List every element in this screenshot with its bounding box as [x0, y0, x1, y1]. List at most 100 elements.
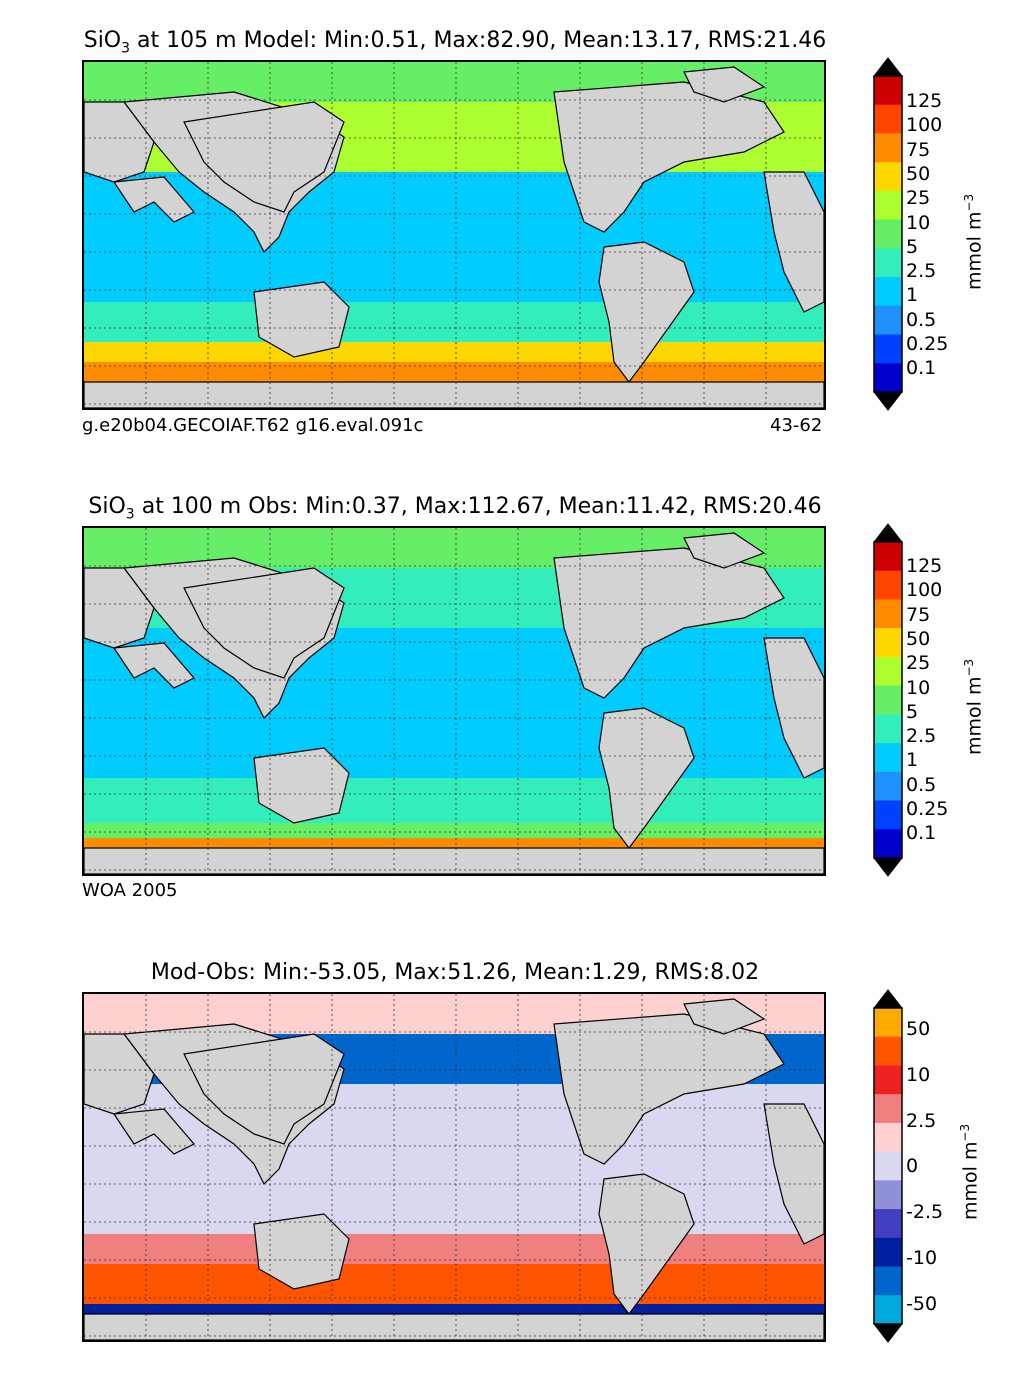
- panel-3-unit-text: mmol m: [959, 1141, 982, 1220]
- land-mass: [84, 567, 155, 649]
- colorbar-tick-label: 75: [906, 138, 931, 161]
- colorbar-segment: [874, 219, 902, 249]
- colorbar-segment: [874, 1122, 902, 1153]
- colorbar-segment: [874, 248, 902, 278]
- colorbar-tick-label: 0.5: [906, 308, 937, 331]
- colorbar-segment: [874, 190, 902, 221]
- colorbar-segment: [874, 771, 902, 802]
- colorbar-segment: [874, 133, 902, 163]
- colorbar-segment: [874, 1180, 902, 1210]
- colorbar-segment: [874, 743, 902, 773]
- colorbar-min-arrow: [872, 857, 904, 877]
- colorbar-max-arrow: [872, 57, 904, 77]
- colorbar-segment: [874, 76, 902, 106]
- panel-2-map-svg: [84, 528, 824, 874]
- colorbar-tick-label: 100: [906, 579, 943, 602]
- panel-2-colorbar: [860, 522, 920, 878]
- colorbar-tick-label: 125: [906, 90, 943, 112]
- colorbar-tick-label: 100: [906, 114, 943, 137]
- colorbar-segment: [874, 599, 902, 629]
- colorbar-segment: [874, 363, 902, 393]
- field-band: [84, 302, 824, 342]
- panel-1-title: SiO3 at 105 m Model: Min:0.51, Max:82.90…: [0, 28, 910, 56]
- land-mass: [183, 567, 345, 679]
- colorbar-tick-label: 1: [906, 749, 919, 772]
- colorbar-segment: [874, 1036, 902, 1066]
- land-mass: [84, 847, 824, 874]
- land-mass: [598, 241, 695, 383]
- land-mass: [553, 547, 785, 699]
- panel-2-title-rest: at 100 m Obs: Min:0.37, Max:112.67, Mean…: [134, 494, 822, 519]
- colorbar-segment: [874, 1065, 902, 1095]
- colorbar-tick-label: 10: [906, 676, 931, 699]
- colorbar-segment: [874, 829, 902, 859]
- colorbar-max-arrow: [872, 523, 904, 543]
- colorbar-tick-label: 50: [906, 1018, 931, 1040]
- colorbar-tick-label: 2.5: [906, 725, 937, 748]
- colorbar-segment: [874, 542, 902, 572]
- panel-2-caption-left: WOA 2005: [82, 880, 178, 901]
- land-mass: [112, 1108, 195, 1155]
- colorbar-segment: [874, 1295, 902, 1325]
- colorbar-segment: [874, 685, 902, 715]
- panel-2-colorbar-unit: mmol m−3: [962, 659, 985, 755]
- colorbar-tick-label: 2.5: [906, 260, 937, 283]
- colorbar-segment: [874, 1008, 902, 1038]
- colorbar-tick-label: 5: [906, 700, 919, 723]
- colorbar-tick-label: 2.5: [906, 1109, 937, 1132]
- colorbar-tick-label: 25: [906, 187, 931, 210]
- panel-1-title-prefix: SiO: [83, 28, 122, 53]
- panel-1-title-sub: 3: [121, 40, 131, 57]
- colorbar-segment: [874, 1237, 902, 1268]
- land-mass: [183, 101, 345, 213]
- panel-3-colorbar-svg: [872, 989, 904, 1343]
- colorbar-tick-label: 10: [906, 1063, 931, 1086]
- panel-1-colorbar: [860, 56, 920, 412]
- land-mass: [763, 171, 824, 313]
- colorbar-tick-label: 0.1: [906, 357, 937, 380]
- panel-1-title-rest: at 105 m Model: Min:0.51, Max:82.90, Mea…: [130, 28, 827, 53]
- panel-3-colorbar: [860, 988, 920, 1344]
- field-band: [84, 1264, 824, 1304]
- panel-3-map-svg: [84, 994, 824, 1340]
- colorbar-segment: [874, 1151, 902, 1181]
- panel-1-map: [82, 60, 826, 410]
- panel-1-caption-left: g.e20b04.GECOIAF.T62 g16.eval.091c: [82, 415, 424, 436]
- panel-2-unit-text: mmol m: [963, 676, 986, 755]
- colorbar-segment: [874, 628, 902, 658]
- colorbar-tick-label: 75: [906, 603, 931, 626]
- land-mass: [112, 642, 195, 689]
- colorbar-tick-label: 50: [906, 162, 931, 185]
- colorbar-segment: [874, 656, 902, 687]
- land-mass: [84, 381, 824, 408]
- colorbar-min-arrow: [872, 1323, 904, 1343]
- land-mass: [84, 1033, 155, 1115]
- colorbar-tick-label: 0.1: [906, 822, 937, 845]
- colorbar-tick-label: 25: [906, 652, 931, 675]
- colorbar-tick-label: -2.5: [906, 1201, 944, 1224]
- land-mass: [553, 81, 785, 233]
- land-mass: [112, 176, 195, 223]
- colorbar-tick-label: 0.25: [906, 333, 949, 355]
- land-mass: [763, 1103, 824, 1245]
- panel-1-unit-exp: −3: [962, 193, 976, 212]
- colorbar-tick-label: 125: [906, 555, 943, 577]
- colorbar-tick-label: 0: [906, 1155, 919, 1178]
- panel-3-colorbar-unit: mmol m−3: [958, 1124, 981, 1220]
- colorbar-tick-label: 10: [906, 211, 931, 234]
- panel-2-colorbar-svg: [872, 523, 904, 877]
- land-mass: [598, 1173, 695, 1315]
- panel-1-unit-text: mmol m: [963, 211, 986, 290]
- land-mass: [253, 1213, 350, 1290]
- colorbar-outline: [873, 1007, 903, 1325]
- land-mass: [253, 747, 350, 824]
- colorbar-tick-label: -50: [906, 1292, 938, 1315]
- panel-1-caption-right: 43-62: [770, 415, 823, 436]
- field-band: [84, 342, 824, 362]
- colorbar-segment: [874, 334, 902, 364]
- panel-2-title-prefix: SiO: [88, 494, 126, 519]
- colorbar-segment: [874, 800, 902, 830]
- colorbar-segment: [874, 1266, 902, 1296]
- field-band: [84, 1234, 824, 1264]
- colorbar-tick-label: 50: [906, 627, 931, 650]
